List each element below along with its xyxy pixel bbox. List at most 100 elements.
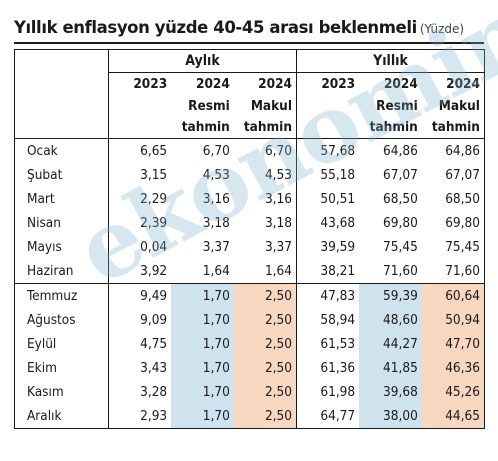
- value-cell: 44,27: [359, 332, 422, 356]
- month-label: Eylül: [14, 332, 109, 356]
- table-row: Nisan 2,39 3,18 3,18 43,68 69,80 69,80: [14, 211, 485, 235]
- column-subtitle-6: Makul: [438, 98, 480, 114]
- group-header-aylik: Aylık: [108, 49, 297, 73]
- value-cell: 6,70: [202, 143, 230, 159]
- value-cell: 3,16: [233, 187, 297, 211]
- table-row: Mart 2,29 3,16 3,16 50,51 68,50 68,50: [14, 187, 485, 211]
- value-cell: 58,94: [320, 312, 356, 328]
- value-cell: 60,64: [421, 283, 485, 308]
- group-header-yillik: Yıllık: [296, 49, 485, 73]
- value-cell: 3,43: [140, 360, 168, 376]
- value-cell: 3,15: [140, 167, 168, 183]
- title-rule: [14, 42, 484, 44]
- value-cell: 69,80: [445, 215, 480, 231]
- value-cell: 38,21: [320, 263, 356, 279]
- month-label: Haziran: [14, 259, 109, 284]
- table-row: Ağustos 9,09 1,70 2,50 58,94 48,60 50,94: [14, 308, 485, 332]
- value-cell: 71,60: [383, 263, 418, 279]
- month-label: Mart: [14, 187, 109, 211]
- table-row: Kasım 3,28 1,70 2,50 61,98 39,68 45,26: [14, 380, 485, 404]
- column-subtitle-4: [296, 96, 359, 117]
- value-cell: 1,70: [171, 283, 234, 308]
- column-subtitle-5: tahmin: [359, 117, 422, 139]
- value-cell: 4,53: [233, 163, 297, 187]
- month-label: Ekim: [14, 356, 109, 380]
- value-cell: 2,39: [140, 215, 168, 231]
- column-year-5: 2024: [383, 76, 418, 92]
- value-cell: 46,36: [421, 356, 485, 380]
- value-cell: 50,94: [421, 308, 485, 332]
- column-year-3: 2024: [233, 72, 297, 96]
- table-row: Haziran 3,92 1,64 1,64 38,21 71,60 71,60: [14, 259, 485, 284]
- value-cell: 2,50: [233, 283, 297, 308]
- value-cell: 3,18: [233, 211, 297, 235]
- column-subtitle-2: tahmin: [171, 117, 234, 139]
- value-cell: 41,85: [359, 356, 422, 380]
- value-cell: 1,70: [171, 308, 234, 332]
- value-cell: 64,86: [383, 143, 418, 159]
- value-cell: 61,98: [320, 384, 356, 400]
- value-cell: 3,37: [233, 235, 297, 259]
- value-cell: 61,53: [320, 336, 356, 352]
- value-cell: 68,50: [445, 191, 480, 207]
- column-subtitle-4: [296, 117, 360, 139]
- value-cell: 9,49: [108, 283, 172, 308]
- column-subtitle-3: Makul: [233, 96, 297, 117]
- value-cell: 3,16: [202, 191, 230, 207]
- column-subtitle-5: Resmi: [376, 98, 418, 114]
- month-label: Temmuz: [14, 283, 109, 308]
- value-cell: 75,45: [383, 239, 418, 255]
- inflation-table: Aylık Yıllık 2023 2024 2024 2023 2024 2024 Re…: [14, 49, 485, 429]
- month-label: Nisan: [14, 211, 109, 235]
- table-row: Şubat 3,15 4,53 4,53 55,18 67,07 67,07: [14, 163, 485, 187]
- column-subtitle-1: [108, 117, 172, 139]
- value-cell: 2,50: [233, 308, 297, 332]
- column-subtitle-1: [109, 96, 172, 117]
- value-cell: 1,64: [233, 259, 297, 284]
- value-cell: 6,65: [140, 143, 168, 159]
- value-cell: 48,60: [359, 308, 422, 332]
- value-cell: 0,04: [140, 239, 168, 255]
- value-cell: 1,70: [171, 356, 234, 380]
- value-cell: 69,80: [383, 215, 418, 231]
- table-row: Eylül 4,75 1,70 2,50 61,53 44,27 47,70: [14, 332, 485, 356]
- month-label: Şubat: [14, 163, 109, 187]
- value-cell: 45,26: [421, 380, 485, 404]
- value-cell: 67,07: [445, 167, 480, 183]
- column-year-6: 2024: [446, 76, 480, 92]
- value-cell: 55,18: [320, 167, 356, 183]
- chart-title: Yıllık enflasyon yüzde 40-45 arası bekle…: [14, 18, 484, 37]
- value-cell: 38,00: [359, 404, 422, 429]
- month-label: Ağustos: [14, 308, 109, 332]
- value-cell: 64,77: [320, 408, 356, 424]
- value-cell: 6,70: [233, 138, 297, 163]
- column-year-1: 2023: [133, 76, 168, 92]
- month-label: Ocak: [14, 138, 109, 163]
- value-cell: 4,53: [202, 167, 230, 183]
- value-cell: 59,39: [359, 283, 422, 308]
- column-year-4: 2023: [321, 76, 356, 92]
- value-cell: 1,70: [171, 404, 234, 429]
- value-cell: 2,50: [233, 332, 297, 356]
- value-cell: 57,68: [320, 143, 356, 159]
- value-cell: 61,36: [320, 360, 356, 376]
- value-cell: 2,50: [233, 356, 297, 380]
- value-cell: 9,09: [140, 312, 168, 328]
- value-cell: 2,50: [233, 404, 297, 429]
- value-cell: 47,70: [421, 332, 485, 356]
- header-corner: [14, 49, 109, 139]
- month-label: Mayıs: [14, 235, 109, 259]
- value-cell: 1,70: [171, 332, 234, 356]
- value-cell: 75,45: [445, 239, 480, 255]
- value-cell: 67,07: [383, 167, 418, 183]
- column-year-2: 2024: [196, 76, 230, 92]
- column-subtitle-3: tahmin: [233, 117, 297, 139]
- value-cell: 3,28: [140, 384, 168, 400]
- table-row: Ocak 6,65 6,70 6,70 57,68 64,86 64,86: [14, 138, 485, 163]
- value-cell: 39,68: [359, 380, 422, 404]
- value-cell: 68,50: [383, 191, 418, 207]
- table-row: Temmuz 9,49 1,70 2,50 47,83 59,39 60,64: [14, 283, 485, 308]
- value-cell: 1,64: [202, 263, 230, 279]
- title-text: Yıllık enflasyon yüzde 40-45 arası bekle…: [14, 18, 417, 37]
- table-row: Aralık 2,93 1,70 2,50 64,77 38,00 44,65: [14, 404, 485, 429]
